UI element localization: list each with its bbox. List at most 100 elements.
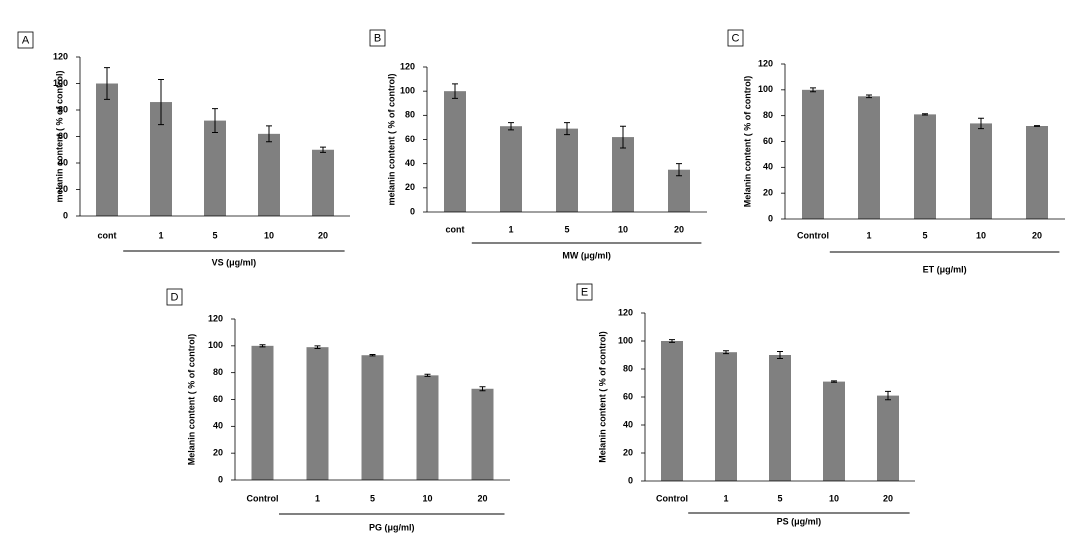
y-tick-label: 40: [623, 419, 633, 429]
error-bar: [266, 125, 272, 143]
error-bar: [158, 79, 164, 126]
group-label: PS (μg/ml): [777, 516, 822, 526]
y-tick-label: 100: [758, 84, 773, 94]
bar: [251, 345, 274, 480]
group-label: VS (μg/ml): [212, 257, 257, 267]
y-tick-label: 60: [405, 134, 415, 144]
bar: [444, 91, 466, 212]
x-tick-label: cont: [98, 230, 117, 240]
bar: [877, 395, 899, 481]
panel-label-box: [369, 29, 386, 47]
x-tick-label: 10: [264, 230, 274, 240]
panel-label-box: [166, 288, 183, 306]
y-axis-label: Melanin content ( % of control): [597, 331, 607, 463]
bar: [204, 120, 226, 216]
panel-label-box: [17, 31, 34, 49]
y-tick-label: 120: [208, 313, 223, 323]
y-tick-label: 40: [213, 421, 223, 431]
x-tick-label: 10: [422, 493, 432, 503]
error-bar: [723, 350, 729, 355]
bar: [858, 96, 880, 219]
y-tick-label: 60: [213, 394, 223, 404]
bar: [661, 341, 683, 481]
x-tick-label: cont: [446, 224, 465, 234]
x-tick-label: Control: [247, 493, 279, 503]
bar: [556, 128, 578, 212]
x-tick-label: 10: [618, 224, 628, 234]
y-tick-label: 80: [763, 110, 773, 120]
y-tick-label: 120: [400, 61, 415, 71]
error-bar: [369, 354, 376, 357]
y-tick-label: 40: [58, 157, 68, 167]
error-bar: [978, 117, 984, 130]
x-tick-label: 5: [922, 230, 927, 240]
y-tick-label: 80: [623, 363, 633, 373]
bar: [471, 388, 494, 480]
y-tick-label: 100: [400, 86, 415, 96]
x-tick-label: 1: [508, 224, 513, 234]
y-tick-label: 0: [63, 210, 68, 220]
y-tick-label: 120: [758, 58, 773, 68]
y-tick-label: 100: [618, 335, 633, 345]
error-bar: [212, 108, 218, 134]
y-tick-label: 80: [405, 110, 415, 120]
bar: [500, 126, 522, 212]
x-tick-label: 5: [564, 224, 569, 234]
bar: [970, 123, 992, 219]
y-axis-label: Melanin content ( % of control): [742, 76, 752, 208]
y-axis-label: melanin content ( % of control): [386, 73, 396, 205]
x-tick-label: 1: [315, 493, 320, 503]
error-bar: [810, 87, 816, 93]
y-tick-label: 0: [628, 475, 633, 485]
x-tick-label: 10: [829, 493, 839, 503]
bar: [96, 83, 118, 216]
x-tick-label: Control: [797, 230, 829, 240]
group-label: PG (μg/ml): [369, 522, 415, 532]
error-bar: [676, 163, 682, 177]
bar: [258, 133, 280, 216]
bar: [823, 381, 845, 481]
panel-label: B: [374, 32, 381, 44]
error-bar: [922, 113, 928, 116]
group-label: ET (μg/ml): [923, 264, 967, 274]
error-bar: [620, 125, 626, 149]
bar: [668, 169, 690, 212]
error-bar: [452, 83, 458, 99]
error-bar: [314, 345, 321, 350]
y-tick-label: 20: [623, 447, 633, 457]
y-tick-label: 100: [53, 78, 68, 88]
y-tick-label: 100: [208, 340, 223, 350]
x-tick-label: 10: [976, 230, 986, 240]
group-label: MW (μg/ml): [562, 250, 611, 260]
x-tick-label: 1: [723, 493, 728, 503]
x-tick-label: 1: [866, 230, 871, 240]
bar: [361, 355, 384, 480]
bar: [914, 114, 936, 219]
bar: [769, 355, 791, 481]
y-tick-label: 80: [213, 367, 223, 377]
error-bar: [508, 122, 514, 131]
y-axis-label: melanin content ( % of control): [54, 70, 64, 202]
x-tick-label: 20: [318, 230, 328, 240]
x-tick-label: 5: [370, 493, 375, 503]
y-tick-label: 40: [405, 158, 415, 168]
error-bar: [1034, 125, 1040, 127]
y-tick-label: 20: [763, 188, 773, 198]
error-bar: [866, 94, 872, 99]
error-bar: [259, 344, 266, 348]
panel-label-box: [727, 29, 744, 47]
bar: [802, 89, 824, 219]
x-tick-label: 20: [674, 224, 684, 234]
x-tick-label: 1: [158, 230, 163, 240]
error-bar: [831, 380, 837, 383]
y-tick-label: 0: [410, 206, 415, 216]
y-tick-label: 20: [58, 184, 68, 194]
error-bar: [320, 146, 326, 153]
y-axis-label: Melanin content ( % of control): [186, 334, 196, 466]
error-bar: [669, 339, 675, 343]
error-bar: [564, 122, 570, 136]
y-tick-label: 120: [53, 51, 68, 61]
y-tick-label: 80: [58, 104, 68, 114]
panel-label: D: [171, 291, 179, 303]
